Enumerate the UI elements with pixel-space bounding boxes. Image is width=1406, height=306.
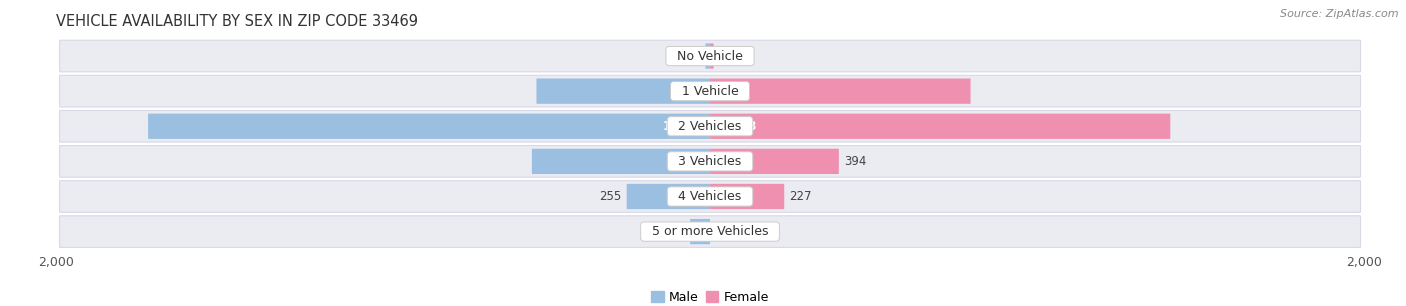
FancyBboxPatch shape [710,114,1170,139]
FancyBboxPatch shape [710,149,839,174]
Text: 255: 255 [599,190,621,203]
Text: 1 Vehicle: 1 Vehicle [673,85,747,98]
Text: 797: 797 [720,85,744,98]
Text: 4 Vehicles: 4 Vehicles [671,190,749,203]
FancyBboxPatch shape [59,181,1361,212]
FancyBboxPatch shape [59,216,1361,248]
Text: 545: 545 [675,155,700,168]
Text: 1,719: 1,719 [664,120,700,133]
FancyBboxPatch shape [690,219,710,244]
Text: Source: ZipAtlas.com: Source: ZipAtlas.com [1281,9,1399,19]
FancyBboxPatch shape [710,79,970,104]
Text: 394: 394 [844,155,866,168]
Legend: Male, Female: Male, Female [647,286,773,306]
FancyBboxPatch shape [710,184,785,209]
Text: 0: 0 [714,225,723,238]
Text: 14: 14 [686,50,700,62]
Text: 227: 227 [789,190,811,203]
FancyBboxPatch shape [531,149,710,174]
Text: 11: 11 [718,50,734,62]
FancyBboxPatch shape [59,110,1361,142]
Text: 1,408: 1,408 [720,120,758,133]
FancyBboxPatch shape [627,184,710,209]
Text: 2 Vehicles: 2 Vehicles [671,120,749,133]
Text: No Vehicle: No Vehicle [669,50,751,62]
FancyBboxPatch shape [59,75,1361,107]
FancyBboxPatch shape [710,43,714,69]
FancyBboxPatch shape [148,114,710,139]
Text: 5 or more Vehicles: 5 or more Vehicles [644,225,776,238]
Text: VEHICLE AVAILABILITY BY SEX IN ZIP CODE 33469: VEHICLE AVAILABILITY BY SEX IN ZIP CODE … [56,13,418,28]
FancyBboxPatch shape [59,40,1361,72]
Text: 3 Vehicles: 3 Vehicles [671,155,749,168]
Text: 61: 61 [671,225,685,238]
FancyBboxPatch shape [537,79,710,104]
Text: 531: 531 [676,85,700,98]
FancyBboxPatch shape [59,146,1361,177]
FancyBboxPatch shape [706,43,710,69]
